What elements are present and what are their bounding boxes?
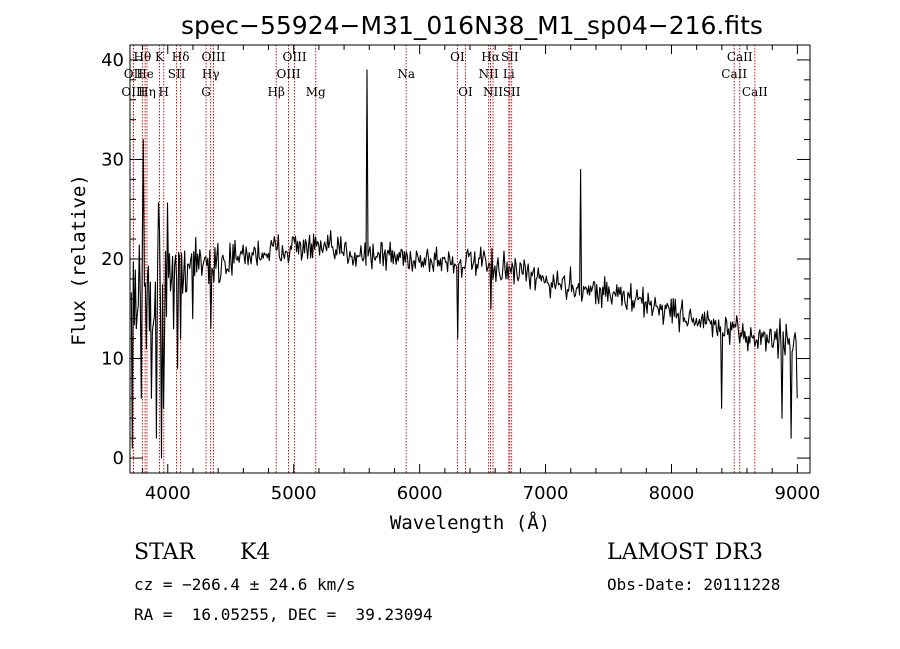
spectral-line-label: Hθ [133, 50, 151, 64]
spectral-line-label: NII [479, 67, 499, 81]
y-tick-label: 40 [101, 50, 124, 71]
chart-title: spec−55924−M31_016N38_M1_sp04−216.fits [181, 11, 763, 40]
spectral-line-label: Hβ [267, 85, 284, 99]
survey-name: LAMOST DR3 [607, 540, 763, 565]
spectral-line-label: Hα [481, 50, 500, 64]
y-tick-label: 0 [113, 448, 124, 469]
spectrum-line [130, 69, 798, 459]
x-tick-label: 5000 [271, 483, 317, 504]
spectral-line-label: OI [450, 50, 465, 64]
spectral-line-label: He [136, 67, 154, 81]
coordinates: RA = 16.05255, DEC = 39.23094 [134, 605, 433, 624]
spectral-line-label: NII [483, 85, 503, 99]
object-class: STAR [134, 540, 195, 565]
spectral-line-label: Li [503, 67, 515, 81]
spectral-line-label: Hη [138, 85, 156, 99]
x-tick-label: 9000 [775, 483, 821, 504]
x-tick-label: 6000 [397, 483, 443, 504]
spectral-line-label: SII [168, 67, 186, 81]
y-tick-label: 30 [101, 149, 124, 170]
spectral-line-label: SII [503, 85, 521, 99]
spectral-line-label: CaII [727, 50, 753, 64]
spectral-line-labels: Hθ OII OIII He Hη K H SII Hδ G OIII Hγ Hβ OIII OIII Mg N… [121, 50, 768, 99]
y-tick-label: 10 [101, 349, 124, 370]
spectral-line-label: Hδ [172, 50, 190, 64]
spectral-line-label: SII [501, 50, 519, 64]
spectral-line-label: CaII [742, 85, 768, 99]
spectral-line-label: Na [397, 67, 415, 81]
spectral-line-label: K [155, 50, 165, 64]
x-tick-label: 8000 [649, 483, 695, 504]
y-tick-label: 20 [101, 249, 124, 270]
y-axis-label: Flux (relative) [68, 174, 90, 346]
spectral-line-markers [132, 45, 756, 473]
x-tick-label: 4000 [145, 483, 191, 504]
spectral-line-label: OII [124, 67, 144, 81]
object-subclass: K4 [240, 540, 271, 565]
x-axis-label: Wavelength (Å) [390, 511, 550, 534]
y-axis-ticks: 0 10 20 30 40 [101, 50, 810, 469]
redshift-readout: cz = −266.4 ± 24.6 km/s [134, 575, 356, 594]
spectral-line-label: Mg [306, 85, 326, 99]
spectral-line-label: G [201, 85, 211, 99]
spectral-line-label: OI [458, 85, 473, 99]
spectral-line-label: H [159, 85, 169, 99]
spectral-line-label: OIII [283, 50, 307, 64]
spectral-line-label: OIII [277, 67, 301, 81]
x-tick-label: 7000 [523, 483, 569, 504]
spectral-line-label: CaII [721, 67, 747, 81]
spectral-line-label: OIII [121, 85, 145, 99]
spectral-line-label: Hγ [202, 67, 220, 81]
obs-date: Obs-Date: 20111228 [607, 575, 781, 594]
x-axis-ticks: 4000 5000 6000 7000 8000 9000 [142, 45, 821, 504]
spectral-line-label: OIII [201, 50, 225, 64]
